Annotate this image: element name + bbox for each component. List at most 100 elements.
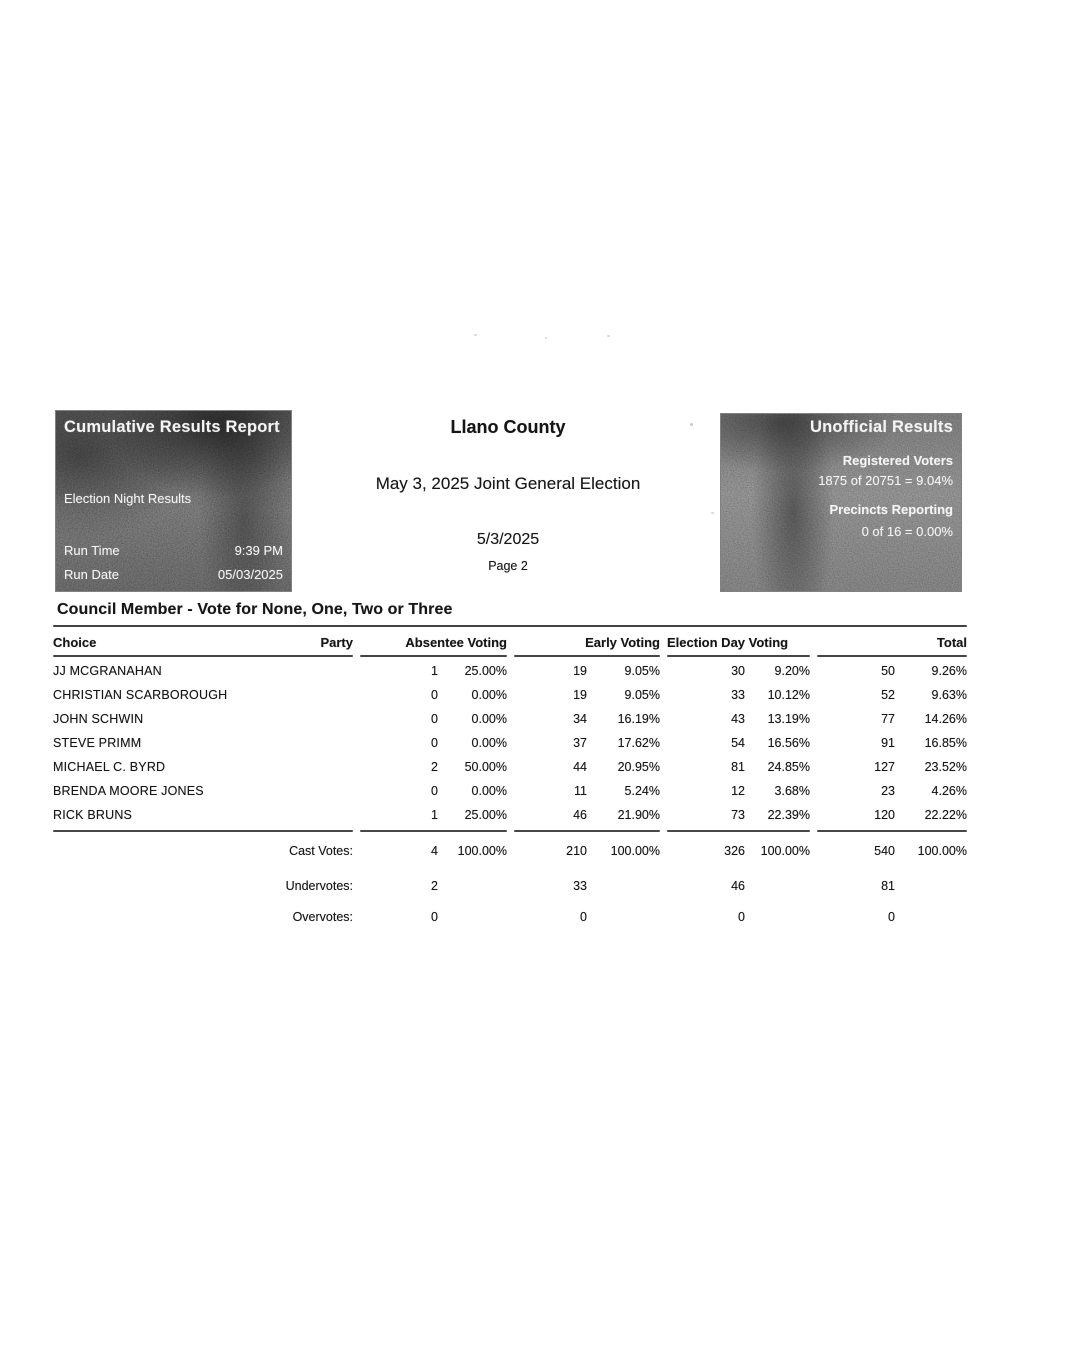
election-day-votes-cell: 73 — [731, 808, 745, 822]
absentee-pct-cell: 0.00% — [471, 784, 507, 798]
early-votes-cell: 33 — [573, 879, 587, 893]
early-votes-cell: 44 — [573, 760, 587, 774]
scan-speck — [711, 512, 714, 514]
absentee-pct-cell: 0.00% — [471, 688, 507, 702]
total-votes-cell: 23 — [881, 784, 895, 798]
total-votes-cell: 77 — [881, 712, 895, 726]
candidate-name: JOHN SCHWIN — [53, 712, 144, 726]
table-row: JJ MCGRANAHAN 1 25.00% 19 9.05% 30 9.20%… — [53, 659, 967, 683]
undervotes-label: Undervotes: — [285, 879, 353, 893]
early-pct-cell: 21.90% — [617, 808, 660, 822]
undervotes-row: Undervotes: 2 33 46 81 — [53, 874, 967, 898]
total-votes-cell: 52 — [881, 688, 895, 702]
rule-segment — [360, 655, 507, 657]
candidate-name: MICHAEL C. BYRD — [53, 760, 166, 774]
total-votes-cell: 540 — [874, 844, 895, 858]
election-day-pct-cell: 24.85% — [767, 760, 810, 774]
early-pct-cell: 20.95% — [617, 760, 660, 774]
candidate-name: STEVE PRIMM — [53, 736, 142, 750]
rule-segment — [667, 655, 810, 657]
run-date-row: Run Date 05/03/2025 — [64, 567, 283, 582]
registered-voters-value: 1875 of 20751 = 9.04% — [818, 473, 953, 488]
cast-votes-label: Cast Votes: — [289, 844, 353, 858]
report-date: 5/3/2025 — [476, 531, 540, 548]
report-subtitle: Election Night Results — [64, 491, 192, 506]
contest-results-table: Council Member - Vote for None, One, Two… — [53, 601, 967, 929]
absentee-pct-cell: 100.00% — [457, 844, 507, 858]
absentee-votes-cell: 0 — [431, 784, 438, 798]
total-votes-cell: 120 — [874, 808, 895, 822]
total-pct-cell: 100.00% — [917, 844, 967, 858]
scan-speck — [474, 334, 477, 336]
absentee-votes-cell: 0 — [431, 712, 438, 726]
early-pct-cell: 16.19% — [617, 712, 660, 726]
election-day-votes-cell: 30 — [731, 664, 745, 678]
election-day-pct-cell: 3.68% — [774, 784, 810, 798]
election-day-votes-cell: 12 — [731, 784, 745, 798]
rule-segment — [667, 830, 810, 832]
total-pct-cell: 9.63% — [931, 688, 967, 702]
absentee-votes-cell: 1 — [431, 664, 438, 678]
early-votes-cell: 0 — [580, 910, 587, 924]
total-votes-cell: 91 — [881, 736, 895, 750]
table-row: MICHAEL C. BYRD 2 50.00% 44 20.95% 81 24… — [53, 755, 967, 779]
unofficial-results-title: Unofficial Results — [810, 418, 953, 436]
early-pct-cell: 9.05% — [624, 688, 660, 702]
election-day-pct-cell: 100.00% — [760, 844, 810, 858]
rule-segment — [817, 830, 967, 832]
report-info-panel: Cumulative Results Report Election Night… — [55, 410, 292, 592]
rule-segment — [817, 655, 967, 657]
candidate-rows: JJ MCGRANAHAN 1 25.00% 19 9.05% 30 9.20%… — [53, 659, 967, 827]
scan-speck — [690, 423, 693, 426]
party-cell — [290, 755, 353, 779]
candidate-name: CHRISTIAN SCARBOROUGH — [53, 688, 228, 702]
scan-texture — [721, 414, 961, 591]
early-pct-cell: 100.00% — [610, 844, 660, 858]
total-pct-cell: 16.85% — [924, 736, 967, 750]
party-cell — [290, 731, 353, 755]
election-day-pct-cell: 9.20% — [774, 664, 810, 678]
report-title: Cumulative Results Report — [64, 418, 280, 436]
rules-under-header — [53, 655, 967, 657]
total-votes-cell: 81 — [881, 879, 895, 893]
run-date-label: Run Date — [64, 567, 119, 582]
page-number: Page 2 — [488, 559, 528, 573]
table-row: STEVE PRIMM 0 0.00% 37 17.62% 54 16.56% … — [53, 731, 967, 755]
early-pct-cell: 5.24% — [624, 784, 660, 798]
absentee-votes-cell: 0 — [431, 910, 438, 924]
early-pct-cell: 17.62% — [617, 736, 660, 750]
table-header-row: Choice Party Absentee Voting Early Votin… — [53, 634, 967, 652]
total-pct-cell: 4.26% — [931, 784, 967, 798]
absentee-votes-cell: 0 — [431, 688, 438, 702]
early-votes-cell: 19 — [573, 688, 587, 702]
early-pct-cell: 9.05% — [624, 664, 660, 678]
header-group-choice: Choice Party — [53, 634, 353, 652]
col-header-early: Early Voting — [585, 635, 660, 650]
early-votes-cell: 210 — [566, 844, 587, 858]
absentee-pct-cell: 25.00% — [464, 808, 507, 822]
run-time-row: Run Time 9:39 PM — [64, 543, 283, 558]
election-day-pct-cell: 16.56% — [767, 736, 810, 750]
run-date-value: 05/03/2025 — [217, 567, 283, 582]
election-day-votes-cell: 326 — [724, 844, 745, 858]
total-pct-cell: 23.52% — [924, 760, 967, 774]
overvotes-label: Overvotes: — [292, 910, 353, 924]
rule-segment — [514, 830, 660, 832]
overvotes-row: Overvotes: 0 0 0 0 — [53, 905, 967, 929]
table-row: CHRISTIAN SCARBOROUGH 0 0.00% 19 9.05% 3… — [53, 683, 967, 707]
election-day-votes-cell: 54 — [731, 736, 745, 750]
candidate-name: JJ MCGRANAHAN — [53, 664, 162, 678]
panel-shading — [721, 414, 961, 591]
candidate-name: RICK BRUNS — [53, 808, 133, 822]
election-day-votes-cell: 0 — [738, 910, 745, 924]
col-header-election-day: Election Day Voting — [667, 635, 789, 650]
early-votes-cell: 46 — [573, 808, 587, 822]
party-cell — [290, 803, 353, 827]
rule-segment — [53, 655, 353, 657]
total-votes-cell: 0 — [888, 910, 895, 924]
absentee-votes-cell: 4 — [431, 844, 438, 858]
election-title: May 3, 2025 Joint General Election — [375, 474, 641, 493]
early-votes-cell: 19 — [573, 664, 587, 678]
registered-voters-label: Registered Voters — [842, 453, 953, 468]
party-cell — [290, 683, 353, 707]
